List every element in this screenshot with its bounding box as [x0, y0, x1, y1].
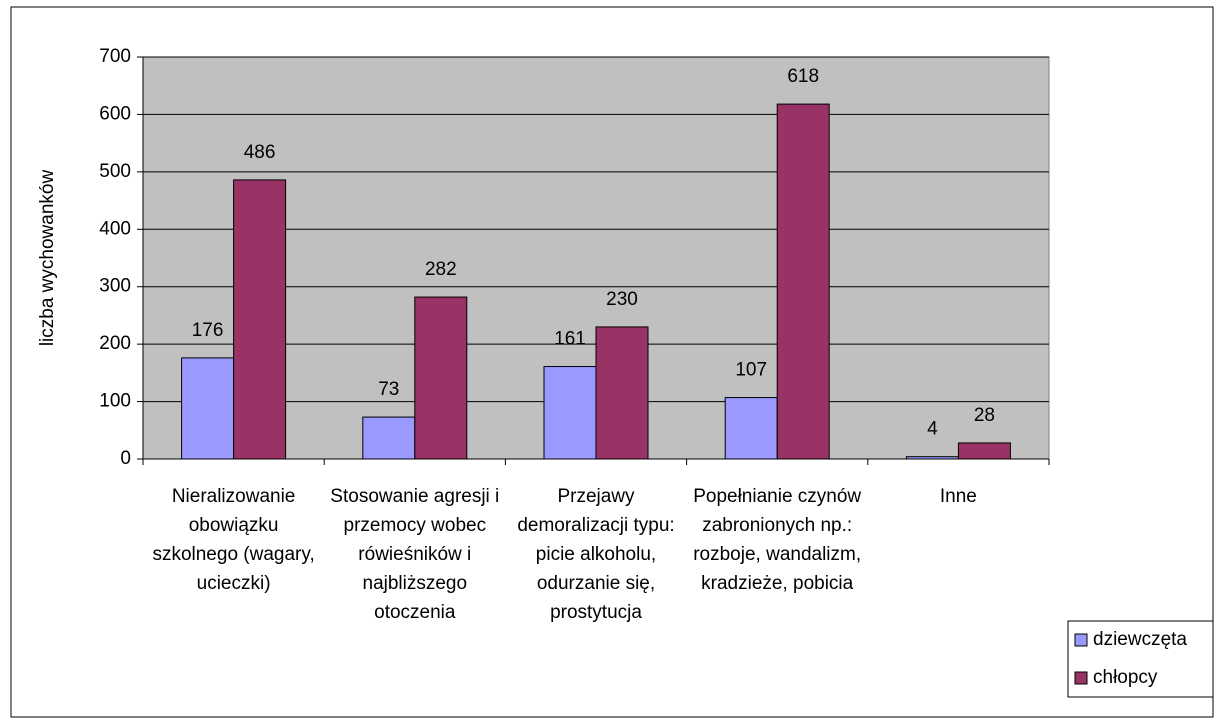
y-axis-label: liczba wychowanków — [37, 170, 58, 347]
value-label: 618 — [787, 66, 819, 87]
value-label: 161 — [554, 329, 586, 350]
y-tick-label: 700 — [99, 46, 131, 67]
x-tick-label: Inne — [939, 486, 977, 507]
legend-box — [1067, 620, 1214, 698]
value-label: 28 — [974, 405, 995, 426]
bar — [724, 397, 778, 460]
bar — [181, 357, 235, 460]
legend-label: chłopcy — [1093, 667, 1158, 688]
value-label: 486 — [244, 142, 276, 163]
y-tick-label: 400 — [99, 218, 131, 239]
legend-swatch — [1074, 671, 1088, 685]
value-label: 176 — [192, 320, 224, 341]
bar — [414, 296, 468, 460]
y-tick-label: 600 — [99, 103, 131, 124]
bar — [362, 416, 416, 460]
legend-label: dziewczęta — [1093, 629, 1187, 650]
y-tick-label: 0 — [120, 448, 131, 469]
legend-swatch — [1074, 633, 1088, 647]
value-label: 282 — [425, 259, 457, 280]
bar — [595, 326, 649, 460]
x-tick-label: Popełnianie czynów zabronionych np.: roz… — [693, 486, 862, 594]
bar — [543, 366, 597, 460]
value-label: 230 — [606, 289, 638, 310]
y-tick-label: 200 — [99, 333, 131, 354]
x-tick-label: Nieralizowanie obowiązku szkolnego (waga… — [152, 486, 315, 594]
value-label: 107 — [735, 360, 767, 381]
value-label: 4 — [927, 419, 938, 440]
value-label: 73 — [378, 379, 399, 400]
bar — [957, 442, 1011, 460]
bar — [233, 179, 287, 460]
bar — [905, 456, 959, 460]
y-tick-label: 500 — [99, 161, 131, 182]
y-tick-label: 300 — [99, 276, 131, 297]
x-tick-label: Stosowanie agresji i przemocy wobec rówi… — [330, 486, 500, 623]
x-tick-label: Przejawy demoralizacji typu: picie alkoh… — [517, 486, 675, 623]
bar — [776, 103, 830, 460]
y-tick-label: 100 — [99, 391, 131, 412]
